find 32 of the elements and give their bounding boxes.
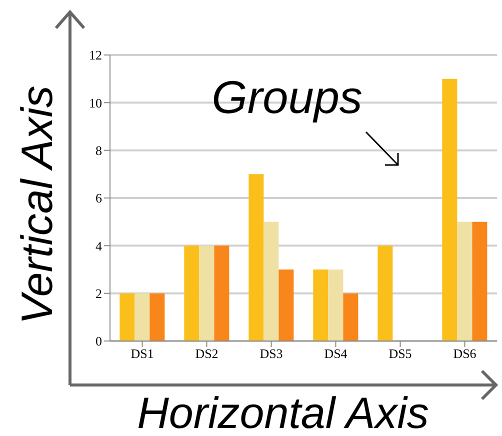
- x-axis-title: Horizontal Axis: [137, 389, 429, 436]
- bar: [378, 246, 393, 341]
- y-tick-label: 10: [89, 95, 102, 110]
- bar: [264, 222, 279, 341]
- bar: [134, 293, 150, 341]
- x-tick-label: DS6: [453, 346, 477, 362]
- bar: [442, 78, 458, 341]
- bar: [214, 246, 230, 341]
- x-tick-label: DS5: [388, 346, 412, 362]
- bar: [457, 222, 472, 341]
- bar: [150, 293, 165, 341]
- bar: [313, 270, 328, 341]
- bar: [248, 174, 264, 341]
- bar: [120, 293, 135, 341]
- x-tick-label: DS3: [260, 346, 283, 362]
- y-tick-label: 4: [96, 238, 102, 254]
- bar: [184, 246, 200, 341]
- bar: [278, 270, 294, 341]
- bar: [199, 246, 214, 341]
- annotation: Groups: [212, 71, 362, 123]
- y-tick-label: 6: [96, 190, 102, 206]
- x-tick-label: DS2: [195, 346, 218, 362]
- bar: [343, 293, 358, 341]
- y-tick-label: 0: [96, 334, 102, 349]
- y-tick-label: 2: [96, 286, 102, 301]
- y-tick-label: 12: [89, 48, 102, 63]
- bar: [472, 222, 488, 341]
- x-tick-label: DS1: [130, 346, 154, 362]
- x-tick-label: DS4: [324, 346, 348, 362]
- y-tick-label: 8: [96, 142, 102, 158]
- y-axis-title: Vertical Axis: [13, 86, 62, 324]
- bar: [328, 270, 344, 341]
